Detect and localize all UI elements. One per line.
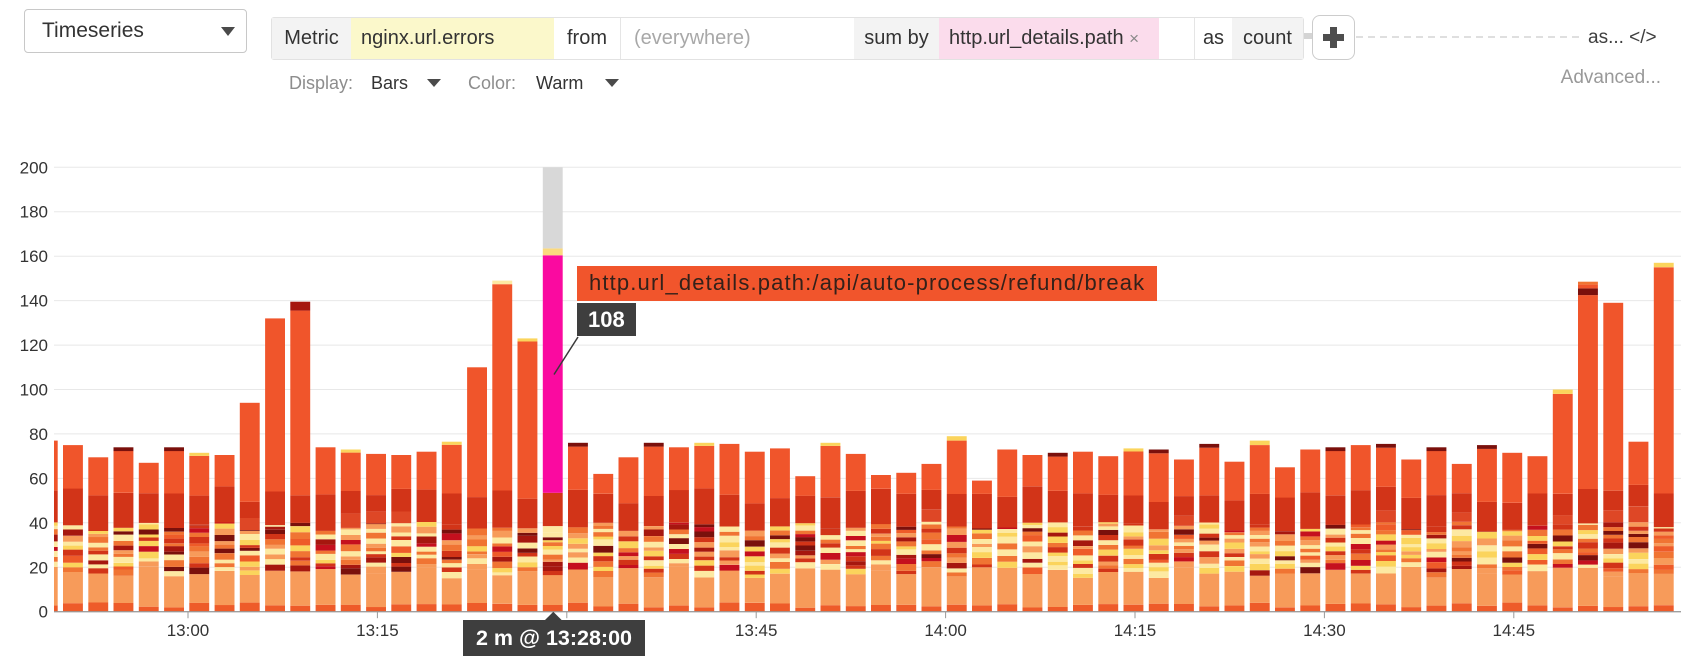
svg-text:14:00: 14:00 (924, 621, 967, 640)
svg-text:80: 80 (29, 425, 48, 444)
svg-text:20: 20 (29, 558, 48, 577)
svg-text:14:45: 14:45 (1493, 621, 1536, 640)
svg-text:180: 180 (20, 203, 48, 222)
svg-text:14:15: 14:15 (1114, 621, 1157, 640)
svg-text:14:30: 14:30 (1303, 621, 1346, 640)
svg-text:40: 40 (29, 514, 48, 533)
svg-text:60: 60 (29, 469, 48, 488)
svg-text:120: 120 (20, 336, 48, 355)
svg-text:200: 200 (20, 158, 48, 177)
svg-text:13:15: 13:15 (356, 621, 399, 640)
svg-text:13:45: 13:45 (735, 621, 778, 640)
svg-text:140: 140 (20, 292, 48, 311)
svg-text:100: 100 (20, 381, 48, 400)
svg-text:13:00: 13:00 (167, 621, 210, 640)
svg-text:0: 0 (39, 603, 48, 622)
svg-text:160: 160 (20, 247, 48, 266)
